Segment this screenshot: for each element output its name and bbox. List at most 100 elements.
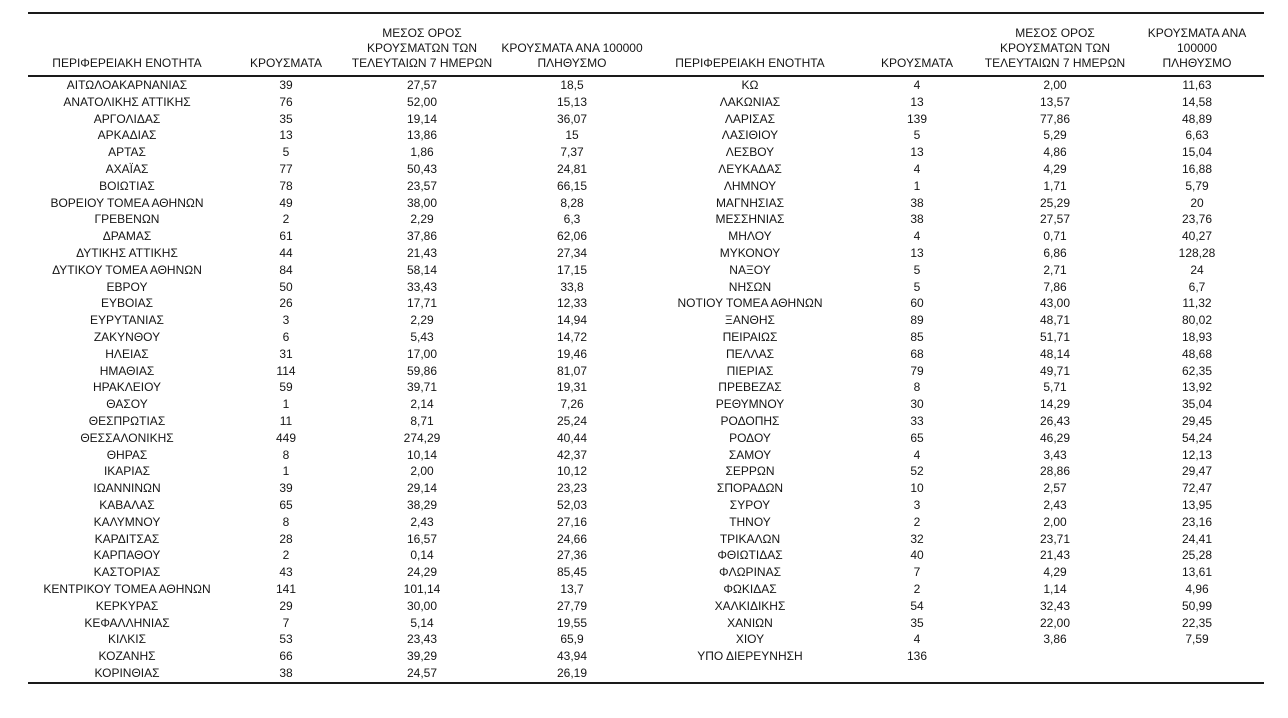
table-row: ΓΡΕΒΕΝΩΝ 2 2,29 6,3 ΜΕΣΣΗΝΙΑΣ 38 27,57 23,76 (28, 211, 1264, 228)
cell-region: ΝΑΞΟΥ (729, 262, 771, 277)
cell-cases: 49 (279, 195, 293, 210)
cell-per100k: 7,26 (560, 397, 584, 412)
cell-cases: 59 (279, 380, 293, 395)
cell-region: ΤΗΝΟΥ (729, 514, 771, 529)
cell-cases: 68 (910, 346, 924, 361)
cell-avg7: 39,29 (406, 649, 438, 664)
cell-per100k: 5,79 (1185, 178, 1209, 193)
table-row: ΘΕΣΠΡΩΤΙΑΣ 11 8,71 25,24 ΡΟΔΟΠΗΣ 33 26,43 29,45 (28, 413, 1264, 430)
cell-per100k: 13,61 (1181, 565, 1213, 580)
header-row: ΠΕΡΙΦΕΡΕΙΑΚΗ ΕΝΟΤΗΤΑ ΚΡΟΥΣΜΑΤΑ ΜΕΣΟΣ ΟΡΟ… (28, 13, 1264, 77)
cell-region: ΚΟΖΑΝΗΣ (98, 649, 156, 664)
cell-per100k: 15,13 (556, 94, 588, 109)
cell-per100k: 62,06 (556, 229, 588, 244)
cell-avg7: 2,00 (1043, 78, 1067, 92)
cell-avg7: 2,29 (410, 313, 434, 328)
cell-avg7: 101,14 (403, 581, 441, 596)
cell-avg7: 59,86 (406, 363, 438, 378)
cell-region: ΘΕΣΣΑΛΟΝΙΚΗΣ (80, 430, 174, 445)
cell-per100k: 62,35 (1181, 363, 1213, 378)
cell-cases: 1 (282, 464, 290, 479)
cell-region: ΤΡΙΚΑΛΩΝ (719, 531, 781, 546)
cell-cases: 5 (913, 262, 921, 277)
table-row: ΙΚΑΡΙΑΣ 1 2,00 10,12 ΣΕΡΡΩΝ 52 28,86 29,47 (28, 463, 1264, 480)
cell-region: ΚΟΡΙΝΘΙΑΣ (94, 665, 160, 680)
table-row: ΖΑΚΥΝΘΟΥ 6 5,43 14,72 ΠΕΙΡΑΙΩΣ 85 51,71 18,93 (28, 329, 1264, 346)
cell-avg7: 2,00 (1043, 514, 1067, 529)
cell-cases: 61 (279, 229, 293, 244)
cell-region: ΦΛΩΡΙΝΑΣ (719, 565, 781, 580)
cell-region: ΚΑΛΥΜΝΟΥ (93, 514, 161, 529)
cell-avg7: 48,71 (1039, 313, 1071, 328)
cell-avg7: 27,57 (1039, 212, 1071, 227)
cell-cases: 52 (910, 464, 924, 479)
cell-region: ΑΝΑΤΟΛΙΚΗΣ ΑΤΤΙΚΗΣ (63, 94, 191, 109)
cell-per100k: 80,02 (1181, 313, 1213, 328)
cell-region: ΑΡΓΟΛΙΔΑΣ (93, 111, 161, 126)
table-row: ΕΥΡΥΤΑΝΙΑΣ 3 2,29 14,94 ΞΑΝΘΗΣ 89 48,71 80,02 (28, 312, 1264, 329)
cell-avg7: 5,14 (410, 615, 434, 630)
cell-per100k: 81,07 (556, 363, 588, 378)
cell-per100k: 15 (565, 128, 579, 143)
cell-cases: 136 (906, 649, 928, 664)
cell-cases: 38 (910, 212, 924, 227)
cell-cases: 2 (913, 514, 921, 529)
table-row: ΗΜΑΘΙΑΣ 114 59,86 81,07 ΠΙΕΡΙΑΣ 79 49,71 62,35 (28, 363, 1264, 380)
cell-region: ΧΑΝΙΩΝ (727, 615, 773, 630)
cell-per100k: 25,24 (556, 413, 588, 428)
cell-per100k: 25,28 (1181, 548, 1213, 563)
cell-avg7: 4,29 (1043, 161, 1067, 176)
cell-cases: 4 (913, 632, 921, 647)
cell-cases: 33 (910, 413, 924, 428)
header-avg7-right: ΜΕΣΟΣ ΟΡΟΣ ΚΡΟΥΣΜΑΤΩΝ ΤΩΝ ΤΕΛΕΥΤΑΙΩΝ 7 Η… (980, 13, 1130, 77)
cell-avg7: 48,14 (1039, 346, 1071, 361)
cell-per100k: 8,28 (560, 195, 584, 210)
cell-cases: 5 (282, 145, 290, 160)
cell-per100k: 7,59 (1185, 632, 1209, 647)
cell-cases: 38 (910, 195, 924, 210)
cell-per100k: 26,19 (556, 665, 588, 680)
cell-cases (854, 665, 980, 683)
cell-cases: 2 (913, 581, 921, 596)
cell-cases: 43 (279, 565, 293, 580)
cell-region: ΑΡΤΑΣ (108, 145, 146, 160)
cell-avg7: 5,71 (1043, 380, 1067, 395)
cell-region: ΛΑΚΩΝΙΑΣ (719, 94, 781, 109)
cell-per100k: 12,13 (1181, 447, 1213, 462)
table-row: ΘΗΡΑΣ 8 10,14 42,37 ΣΑΜΟΥ 4 3,43 12,13 (28, 447, 1264, 464)
cell-region: ΙΚΑΡΙΑΣ (103, 464, 151, 479)
cell-per100k: 42,37 (556, 447, 588, 462)
cell-per100k: 50,99 (1181, 598, 1213, 613)
table-row: ΚΟΖΑΝΗΣ 66 39,29 43,94 ΥΠΟ ΔΙΕΡΕΥΝΗΣΗ 136 (28, 648, 1264, 665)
cell-region: ΠΙΕΡΙΑΣ (726, 363, 774, 378)
cell-cases: 85 (910, 329, 924, 344)
cell-cases: 89 (910, 313, 924, 328)
cell-per100k (1130, 648, 1264, 665)
cell-region: ΔΥΤΙΚΟΥ ΤΟΜΕΑ ΑΘΗΝΩΝ (52, 262, 202, 277)
cell-region: ΚΑΣΤΟΡΙΑΣ (93, 565, 161, 580)
cell-avg7: 30,00 (406, 598, 438, 613)
cell-cases: 10 (910, 481, 924, 496)
cell-region: ΚΩ (741, 78, 759, 92)
cell-region: ΚΕΦΑΛΛΗΝΙΑΣ (84, 615, 170, 630)
header-cases-left: ΚΡΟΥΣΜΑΤΑ (226, 13, 346, 77)
cell-per100k: 13,95 (1181, 497, 1213, 512)
cell-avg7: 23,57 (406, 178, 438, 193)
cell-cases: 26 (279, 296, 293, 311)
cell-cases: 30 (910, 397, 924, 412)
cell-cases: 449 (275, 430, 297, 445)
cell-cases: 77 (279, 161, 293, 176)
cell-cases: 11 (279, 413, 293, 428)
cell-cases: 4 (913, 78, 921, 92)
cell-region: ΦΩΚΙΔΑΣ (723, 581, 777, 596)
cell-per100k (1130, 665, 1264, 683)
table-row: ΕΥΒΟΙΑΣ 26 17,71 12,33 ΝΟΤΙΟΥ ΤΟΜΕΑ ΑΘΗΝΩΝ 60… (28, 295, 1264, 312)
cell-cases: 5 (913, 279, 921, 294)
table-row: ΙΩΑΝΝΙΝΩΝ 39 29,14 23,23 ΣΠΟΡΑΔΩΝ 10 2,57 72,47 (28, 480, 1264, 497)
cell-per100k: 23,76 (1181, 212, 1213, 227)
cell-cases: 8 (913, 380, 921, 395)
cell-cases: 13 (910, 245, 924, 260)
cell-per100k: 27,16 (556, 514, 588, 529)
table-row: ΚΑΣΤΟΡΙΑΣ 43 24,29 85,45 ΦΛΩΡΙΝΑΣ 7 4,29 13,61 (28, 564, 1264, 581)
cell-region: ΛΗΜΝΟΥ (723, 178, 777, 193)
